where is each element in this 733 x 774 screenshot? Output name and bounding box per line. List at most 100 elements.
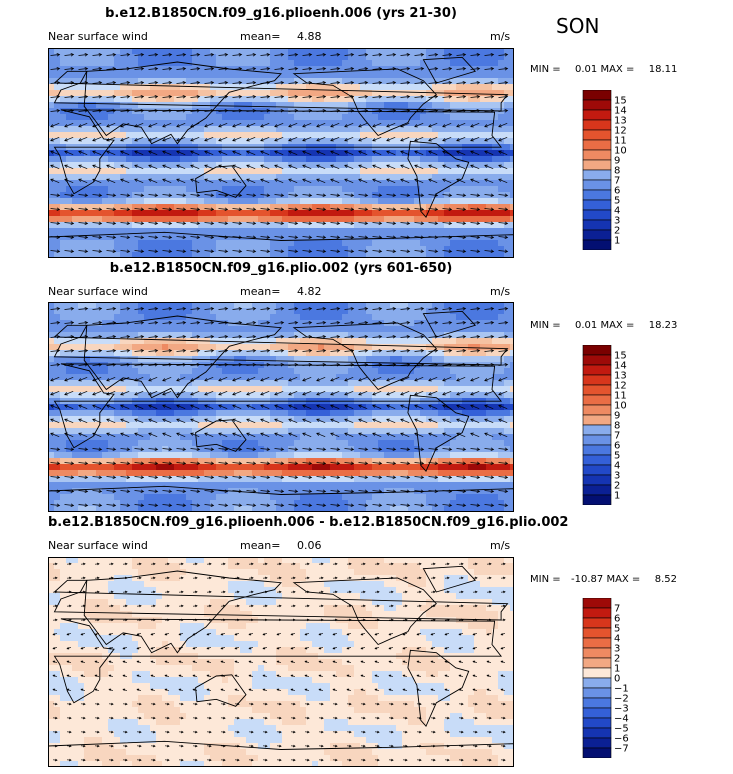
colorbar-swatch [582, 697, 612, 709]
colorbar-swatch [582, 404, 612, 416]
colorbar-tick-label: 14 [614, 106, 627, 117]
colorbar-swatch [582, 434, 612, 446]
map-frame [48, 557, 514, 767]
colorbar-swatch [582, 444, 612, 456]
panel-2-max-value: 18.23 [648, 320, 678, 331]
colorbar-swatch [582, 707, 612, 719]
colorbar-tick-label: 5 [614, 451, 620, 462]
colorbar-tick-label: −1 [614, 684, 629, 695]
colorbar-swatch [582, 219, 612, 231]
colorbar-tick-label: 1 [614, 664, 620, 675]
colorbar-swatch [582, 99, 612, 111]
colorbar-tick-label: 8 [614, 166, 620, 177]
map-frame [48, 302, 514, 512]
colorbar-swatch [582, 474, 612, 486]
colorbar-swatch [582, 394, 612, 406]
panel-3-min-label: MIN = [530, 574, 561, 585]
panel-1-wind-map [48, 48, 514, 258]
colorbar-tick-label: 4 [614, 206, 620, 217]
coastlines [48, 565, 514, 767]
colorbar-swatch [582, 677, 612, 689]
colorbar-swatch [582, 464, 612, 476]
colorbar-swatch [582, 229, 612, 241]
panel-3-units: m/s [490, 539, 511, 552]
colorbar-swatch [582, 159, 612, 171]
colorbar-tick-label: −3 [614, 704, 629, 715]
colorbar-swatch [582, 607, 612, 619]
colorbar-tick-label: 2 [614, 226, 620, 237]
colorbar-tick-label: 7 [614, 431, 620, 442]
panel-2-mean-value: 4.82 [297, 285, 322, 298]
panel-1-mean-value: 4.88 [297, 30, 322, 43]
colorbar-tick-label: 5 [614, 624, 620, 635]
panel-1-min-label: MIN = [530, 64, 561, 75]
colorbar-swatch [582, 129, 612, 141]
colorbar-tick-label: 14 [614, 361, 627, 372]
wind-vectors [50, 306, 509, 508]
panel-2-title: b.e12.B1850CN.f09_g16.plio.002 (yrs 601-… [109, 261, 453, 276]
colorbar-swatch [582, 189, 612, 201]
colorbar-tick-label: −2 [614, 694, 629, 705]
colorbar-tick-label: −5 [614, 724, 629, 735]
panel-3-max-value: 8.52 [654, 574, 677, 585]
colorbar-tick-label: 13 [614, 116, 627, 127]
colorbar-swatch [582, 139, 612, 151]
panel-3-variable: Near surface wind [48, 539, 148, 552]
colorbar-tick-label: 9 [614, 156, 620, 167]
season-label: SON [556, 14, 600, 38]
colorbar-swatch [582, 345, 612, 356]
panel-1-max-label: MAX = [600, 64, 635, 75]
colorbar-tick-label: 11 [614, 136, 627, 147]
panel-3-mean-value: 0.06 [297, 539, 322, 552]
panel-3-max-label: MAX = [606, 574, 641, 585]
colorbar-tick-label: 4 [614, 634, 620, 645]
colorbar-swatch [582, 364, 612, 376]
colorbar-tick-label: −4 [614, 714, 629, 725]
colorbar-swatch [582, 687, 612, 699]
colorbar-swatch [582, 149, 612, 161]
colorbar-tick-label: −6 [614, 734, 629, 745]
colorbar-swatch [582, 119, 612, 131]
colorbar-swatch [582, 239, 612, 250]
colorbar-tick-label: 5 [614, 196, 620, 207]
colorbar-tick-label: 3 [614, 471, 620, 482]
panel-3-wind-map [48, 557, 514, 767]
colorbar-swatch [582, 374, 612, 386]
panel-1-title: b.e12.B1850CN.f09_g16.plioenh.006 (yrs 2… [105, 6, 457, 21]
colorbar-tick-label: 13 [614, 371, 627, 382]
colorbar-tick-label: 15 [614, 96, 627, 107]
panel-1-min-value: 0.01 [575, 64, 598, 75]
colorbar-swatch [582, 384, 612, 396]
panel-2-mean-label: mean= [240, 285, 281, 298]
colorbar-swatch [582, 627, 612, 639]
colorbar-swatch [582, 169, 612, 181]
field-shading [48, 557, 514, 767]
colorbar-swatch [582, 199, 612, 211]
coastlines [48, 310, 514, 512]
colorbar-tick-label: 6 [614, 614, 620, 625]
colorbar-swatch [582, 109, 612, 121]
colorbar-tick-label: 11 [614, 391, 627, 402]
colorbar-swatch [582, 414, 612, 426]
colorbar-tick-label: 10 [614, 146, 627, 157]
colorbar-swatch [582, 637, 612, 649]
colorbar-swatch [582, 454, 612, 466]
colorbar-swatch [582, 717, 612, 729]
colorbar-swatch [582, 179, 612, 191]
panel-1-variable: Near surface wind [48, 30, 148, 43]
panel-2-min-value: 0.01 [575, 320, 598, 331]
colorbar-swatch [582, 737, 612, 749]
colorbar-tick-label: 3 [614, 644, 620, 655]
colorbar-swatch [582, 647, 612, 659]
panel-2-wind-map [48, 302, 514, 512]
colorbar-swatch [582, 354, 612, 366]
colorbar-tick-label: 7 [614, 176, 620, 187]
colorbar-swatch [582, 617, 612, 629]
colorbar-tick-label: 12 [614, 381, 627, 392]
colorbar-tick-label: −7 [614, 744, 629, 755]
panel-1-max-value: 18.11 [648, 64, 678, 75]
colorbar-tick-label: 6 [614, 441, 620, 452]
